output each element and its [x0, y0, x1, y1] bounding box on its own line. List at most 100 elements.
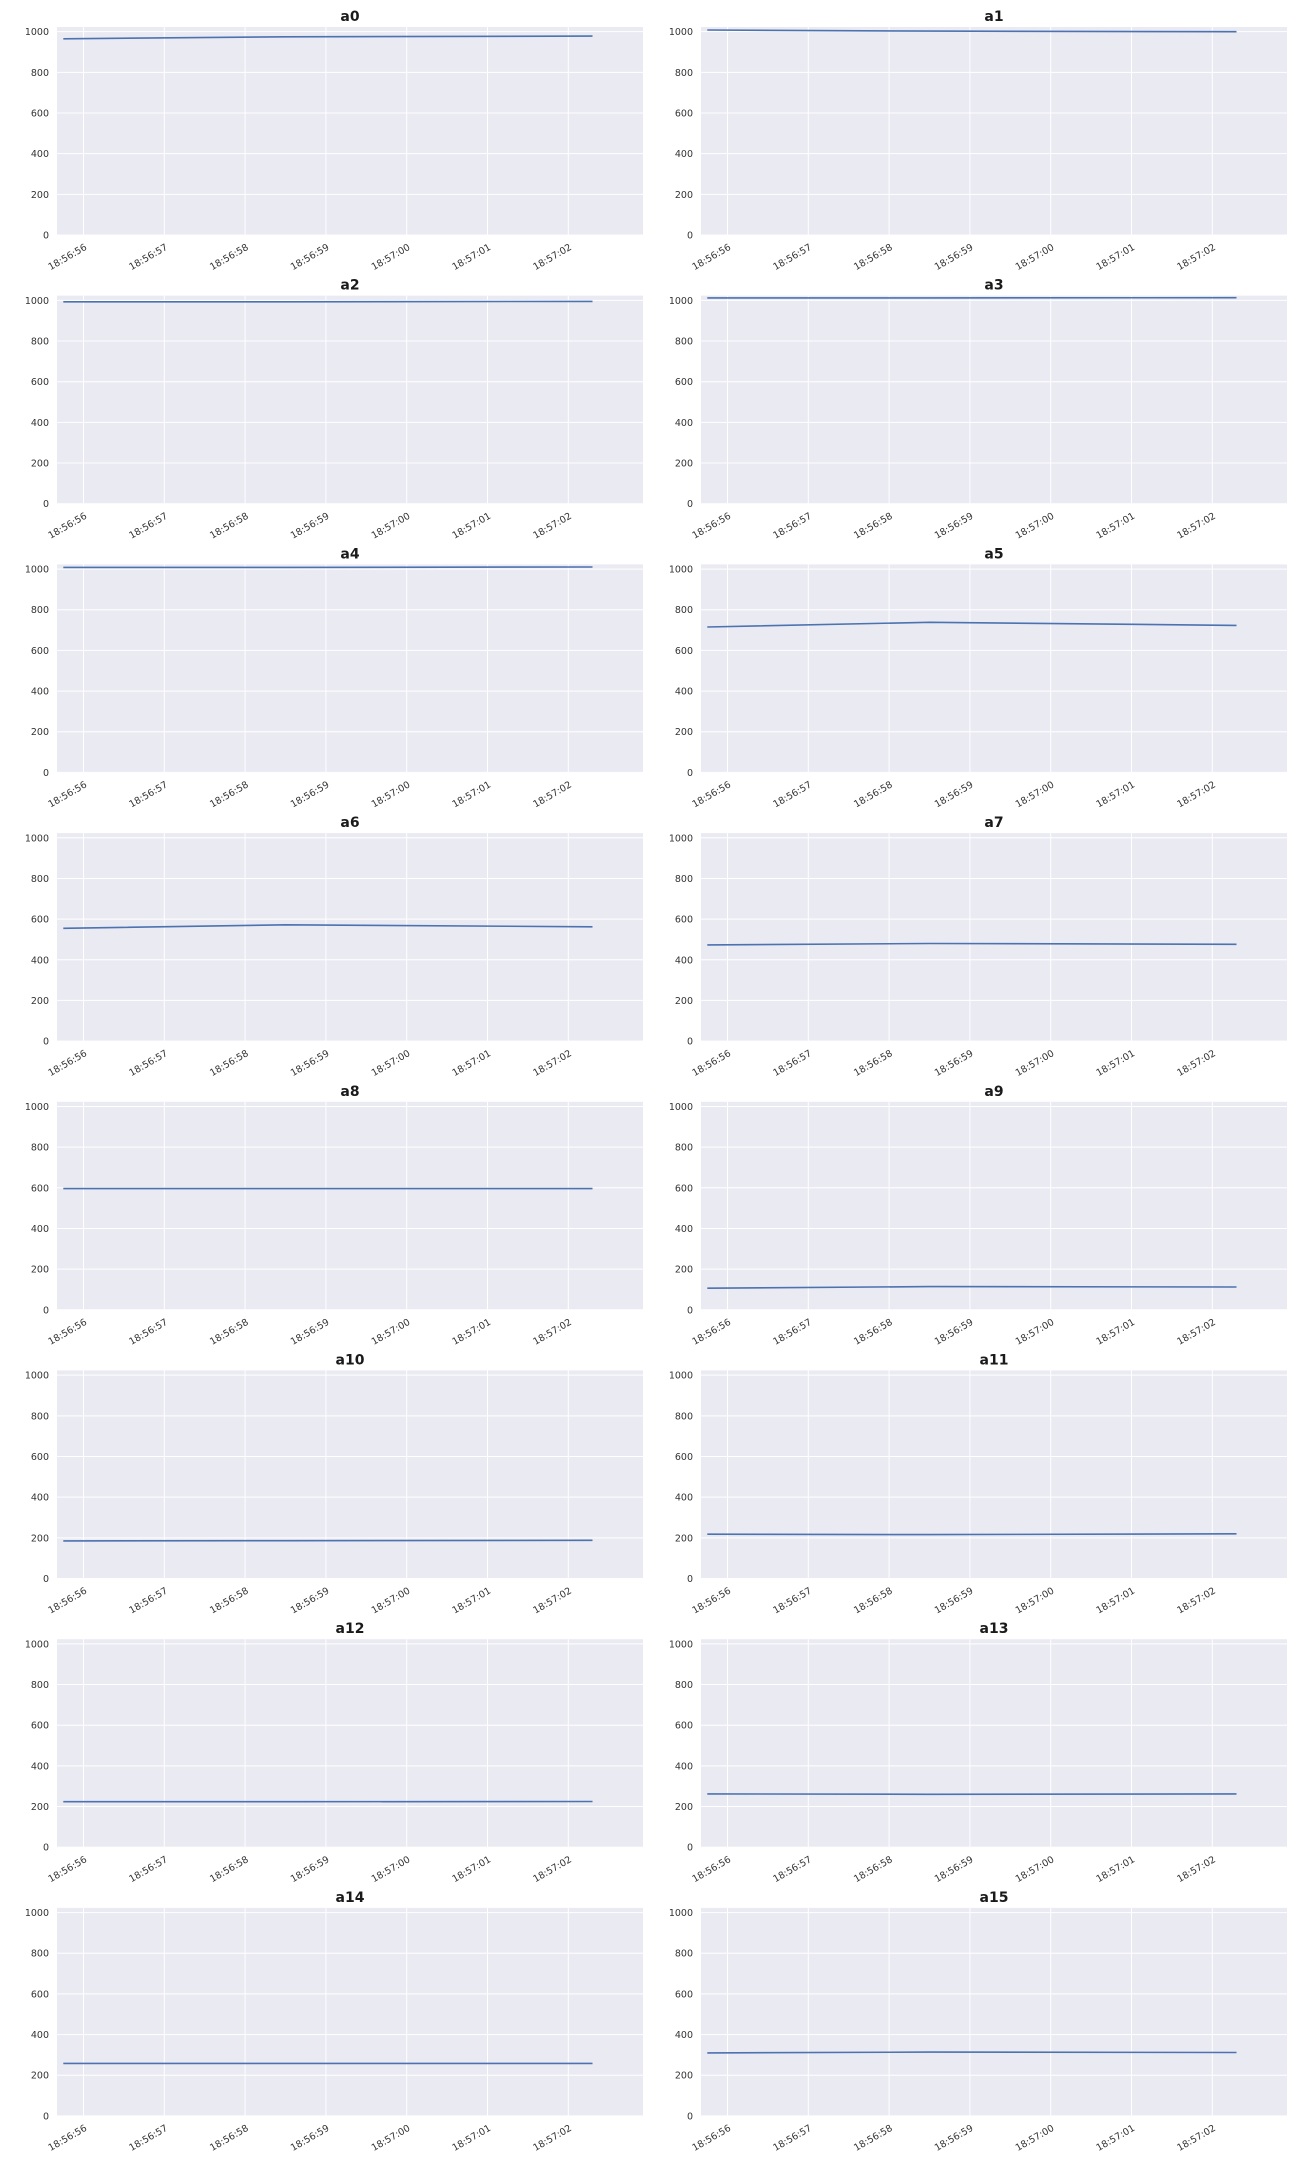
x-tick-label: 18:56:57 — [771, 2123, 813, 2154]
y-tick-label: 0 — [43, 768, 49, 779]
x-tick-label: 18:56:59 — [933, 1317, 975, 1348]
y-tick-label: 800 — [675, 1411, 693, 1422]
x-tick-label: 18:56:58 — [852, 1854, 894, 1885]
x-tick-label: 18:56:57 — [127, 1854, 169, 1885]
x-tick-label: 18:57:01 — [451, 2123, 493, 2154]
y-tick-label: 0 — [43, 1305, 49, 1316]
x-tick-label: 18:57:00 — [370, 511, 412, 542]
y-tick-label: 800 — [675, 605, 693, 616]
subplot-title: a15 — [980, 1890, 1009, 1906]
y-tick-label: 400 — [31, 418, 49, 429]
series-line — [63, 923, 593, 930]
x-tick-label: 18:57:00 — [370, 1854, 412, 1885]
y-tick-label: 400 — [675, 418, 693, 429]
y-tick-label: 800 — [675, 337, 693, 348]
axes-background — [701, 295, 1287, 504]
x-tick-label: 18:57:02 — [531, 1854, 573, 1885]
x-tick-label: 18:56:58 — [208, 2123, 250, 2154]
y-tick-label: 800 — [31, 1680, 49, 1691]
y-tick-label: 800 — [31, 874, 49, 885]
x-tick-label: 18:57:02 — [1175, 779, 1217, 810]
y-tick-label: 200 — [675, 996, 693, 1007]
x-tick-label: 18:57:02 — [1175, 1854, 1217, 1885]
subplot-a12: 0 200 400 600 800 1000 18:56:56 18:56:57 18:56:5… — [25, 1621, 643, 1885]
y-tick-label: 200 — [675, 459, 693, 470]
axes-background — [701, 1101, 1287, 1310]
y-tick-label: 0 — [43, 1037, 49, 1048]
x-tick-label: 18:56:59 — [933, 242, 975, 273]
y-tick-label: 200 — [31, 996, 49, 1007]
x-tick-label: 18:56:56 — [691, 1048, 733, 1079]
y-tick-label: 400 — [675, 955, 693, 966]
x-tick-label: 18:57:02 — [1175, 511, 1217, 542]
y-tick-label: 600 — [31, 377, 49, 388]
y-tick-label: 1000 — [669, 296, 693, 307]
x-tick-label: 18:57:01 — [451, 1317, 493, 1348]
x-tick-label: 18:57:02 — [531, 511, 573, 542]
y-tick-label: 600 — [31, 1452, 49, 1463]
x-tick-label: 18:57:01 — [1095, 1854, 1137, 1885]
subplot-title: a4 — [340, 546, 359, 562]
x-tick-label: 18:56:59 — [289, 1586, 331, 1617]
y-tick-label: 0 — [687, 1843, 693, 1854]
subplot-a15: 0 200 400 600 800 1000 18:56:56 18:56:57 18:56:5… — [669, 1890, 1287, 2154]
x-tick-label: 18:56:58 — [208, 779, 250, 810]
subplot-title: a6 — [340, 815, 359, 831]
series-line — [707, 1533, 1237, 1536]
y-tick-label: 800 — [31, 337, 49, 348]
x-tick-label: 18:56:59 — [933, 511, 975, 542]
x-tick-label: 18:56:57 — [127, 511, 169, 542]
y-tick-label: 0 — [687, 499, 693, 510]
y-tick-label: 200 — [675, 727, 693, 738]
y-tick-label: 200 — [675, 1802, 693, 1813]
x-tick-label: 18:56:59 — [289, 2123, 331, 2154]
y-tick-label: 200 — [31, 190, 49, 201]
x-tick-label: 18:56:56 — [47, 779, 89, 810]
y-tick-label: 200 — [675, 1533, 693, 1544]
x-tick-label: 18:56:58 — [208, 1586, 250, 1617]
y-tick-label: 200 — [31, 1802, 49, 1813]
y-tick-label: 800 — [31, 68, 49, 79]
y-tick-label: 800 — [675, 1949, 693, 1960]
x-tick-label: 18:57:00 — [1014, 779, 1056, 810]
subplot-title: a0 — [340, 9, 359, 25]
subplot-title: a10 — [336, 1353, 365, 1369]
y-tick-label: 200 — [675, 2071, 693, 2082]
y-tick-label: 600 — [675, 1183, 693, 1194]
y-tick-label: 1000 — [669, 833, 693, 844]
x-tick-label: 18:57:02 — [1175, 1048, 1217, 1079]
subplot-a14: 0 200 400 600 800 1000 18:56:56 18:56:57 18:56:5… — [25, 1890, 643, 2154]
x-tick-label: 18:57:01 — [1095, 511, 1137, 542]
x-tick-label: 18:57:00 — [370, 2123, 412, 2154]
x-tick-label: 18:56:58 — [208, 242, 250, 273]
series-line — [707, 2051, 1237, 2054]
y-tick-label: 200 — [31, 727, 49, 738]
x-tick-label: 18:57:00 — [1014, 1586, 1056, 1617]
axes-background — [57, 1907, 643, 2116]
x-tick-label: 18:56:57 — [771, 1048, 813, 1079]
subplot-a2: 0 200 400 600 800 1000 18:56:56 18:56:57 18:56:5… — [25, 278, 643, 542]
x-tick-label: 18:57:00 — [1014, 1854, 1056, 1885]
x-tick-label: 18:57:00 — [1014, 242, 1056, 273]
axes-background — [701, 1370, 1287, 1579]
x-tick-label: 18:56:57 — [127, 242, 169, 273]
y-tick-label: 0 — [687, 1037, 693, 1048]
subplot-title: a2 — [340, 278, 359, 294]
y-tick-label: 1000 — [25, 296, 49, 307]
x-tick-label: 18:56:56 — [691, 242, 733, 273]
x-tick-label: 18:57:02 — [531, 242, 573, 273]
subplot-a5: 0 200 400 600 800 1000 18:56:56 18:56:57 18:56:5… — [669, 546, 1287, 810]
x-tick-label: 18:56:58 — [852, 511, 894, 542]
x-tick-label: 18:56:56 — [691, 511, 733, 542]
subplot-title: a14 — [336, 1890, 365, 1906]
y-tick-label: 800 — [675, 1680, 693, 1691]
y-tick-label: 600 — [675, 646, 693, 657]
y-tick-label: 0 — [43, 1574, 49, 1585]
y-tick-label: 1000 — [669, 1371, 693, 1382]
y-tick-label: 200 — [31, 1533, 49, 1544]
y-tick-label: 200 — [675, 190, 693, 201]
x-tick-label: 18:57:02 — [531, 1317, 573, 1348]
x-tick-label: 18:56:58 — [208, 1854, 250, 1885]
x-tick-label: 18:56:59 — [933, 1586, 975, 1617]
axes-background — [701, 1639, 1287, 1848]
